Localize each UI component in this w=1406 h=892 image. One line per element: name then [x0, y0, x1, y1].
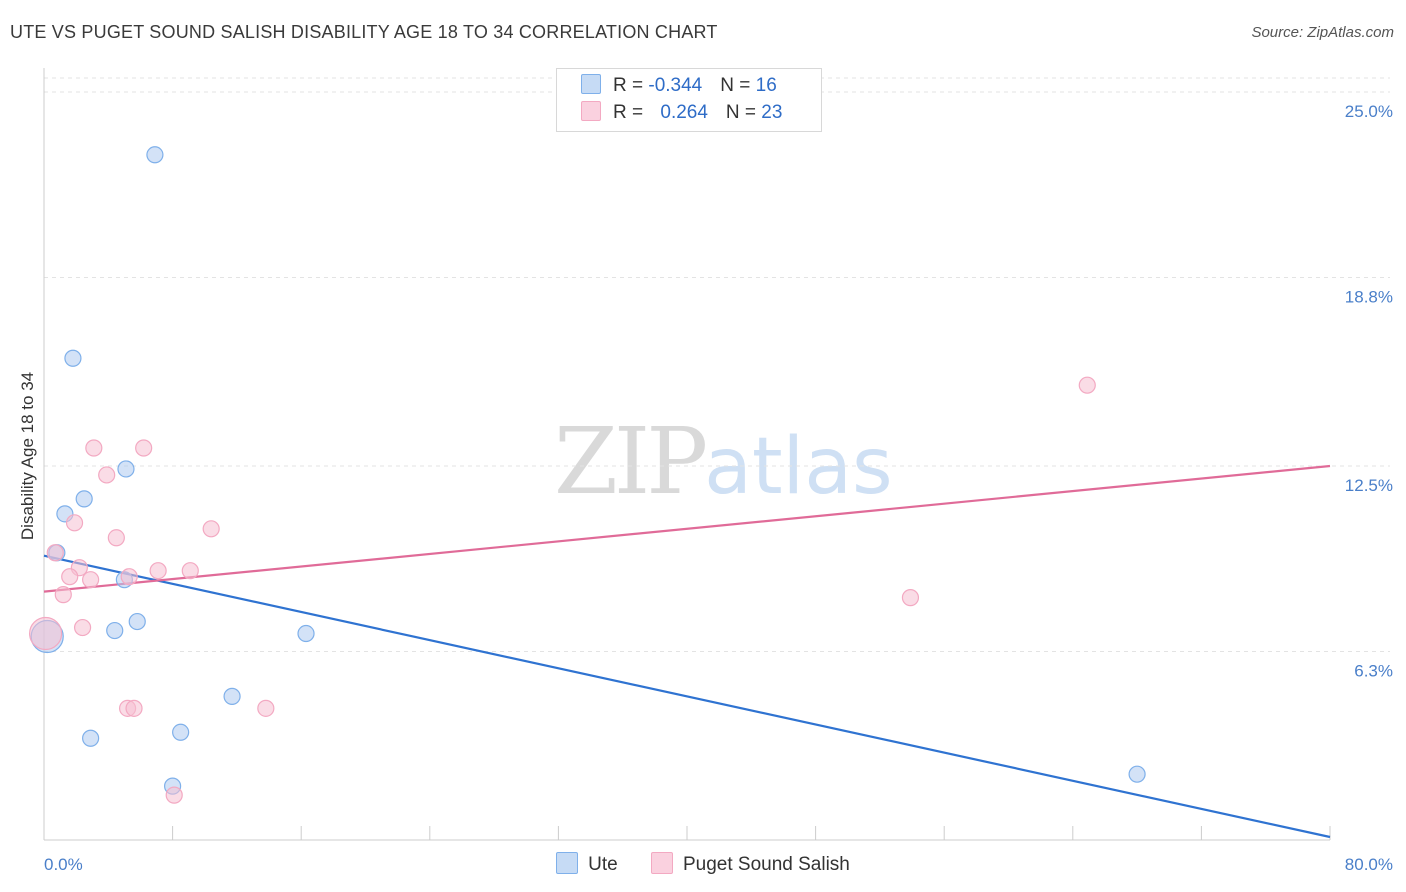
point-ute	[75, 490, 93, 508]
point-salish	[202, 520, 220, 538]
point-salish	[82, 571, 100, 589]
legend-r-label: R =	[613, 75, 649, 96]
series-legend-ute: Ute	[556, 852, 618, 876]
trend-lines	[43, 464, 1331, 839]
point-ute	[64, 349, 82, 367]
series-legend-salish: Puget Sound Salish	[650, 852, 850, 876]
point-salish	[257, 699, 275, 717]
source-label: Source: ZipAtlas.com	[1251, 24, 1394, 41]
legend-swatch-salish	[581, 101, 601, 121]
watermark: ZIPatlas	[554, 408, 893, 515]
point-salish	[181, 562, 199, 580]
trend-line-salish	[43, 464, 1331, 593]
point-ute	[172, 723, 190, 741]
point-ute	[128, 612, 146, 631]
series-swatch-ute	[556, 852, 579, 874]
legend-r-value: -0.344	[648, 75, 703, 96]
axis-labels: 6.3% 12.5% 18.8% 25.0% 0.0% 80.0% Disability A…	[18, 102, 1393, 874]
point-salish	[135, 439, 153, 457]
point-salish	[1078, 376, 1096, 394]
point-salish	[125, 699, 143, 717]
x-tick-label: 0.0%	[44, 855, 83, 874]
legend-swatch-ute	[581, 74, 601, 94]
y-tick-label: 25.0%	[1345, 102, 1393, 121]
data-points	[29, 146, 1146, 804]
point-salish	[29, 616, 63, 651]
watermark-zip: ZIP	[554, 408, 708, 515]
trend-line-ute	[43, 554, 1331, 839]
y-axis-label: Disability Age 18 to 34	[18, 372, 37, 540]
legend-row-ute: R = -0.344 N = 16	[581, 74, 777, 100]
point-salish	[901, 589, 920, 607]
x-tick-label: 80.0%	[1345, 855, 1393, 874]
gridlines	[44, 77, 1390, 652]
series-swatch-salish	[650, 852, 673, 874]
point-ute	[117, 460, 135, 478]
legend-n-value: 16	[755, 75, 777, 96]
point-ute	[82, 729, 100, 747]
series-name-salish: Puget Sound Salish	[682, 854, 850, 875]
point-salish	[98, 466, 116, 484]
legend-n-label: N =	[725, 102, 762, 123]
legend-r-value: 0.264	[660, 102, 708, 123]
axes	[43, 68, 1331, 841]
y-tick-label: 18.8%	[1345, 287, 1393, 306]
point-ute	[146, 146, 164, 164]
point-salish	[65, 514, 84, 532]
point-ute	[297, 624, 315, 643]
y-tick-label: 12.5%	[1345, 476, 1393, 495]
point-ute	[1128, 765, 1146, 783]
point-salish	[46, 544, 64, 562]
chart-title: UTE VS PUGET SOUND SALISH DISABILITY AGE…	[10, 22, 718, 42]
series-legend: Ute Puget Sound Salish	[0, 852, 1406, 876]
point-ute	[223, 687, 241, 705]
legend-n-label: N =	[720, 75, 756, 96]
point-salish	[85, 439, 103, 457]
legend-n-value: 23	[761, 102, 783, 123]
point-salish	[149, 562, 167, 580]
point-salish	[73, 618, 92, 637]
point-ute	[106, 621, 124, 640]
legend-row-salish: R = 0.264 N = 23	[581, 101, 782, 127]
point-salish	[54, 586, 72, 604]
y-tick-label: 6.3%	[1354, 661, 1393, 680]
point-salish	[61, 568, 79, 586]
point-salish	[107, 529, 125, 547]
legend-r-label: R =	[613, 102, 649, 123]
point-salish	[120, 568, 138, 586]
watermark-atlas: atlas	[704, 422, 893, 512]
series-name-ute: Ute	[588, 854, 618, 875]
point-salish	[165, 786, 183, 804]
stats-legend: R = -0.344 N = 16 R = 0.264 N = 23	[556, 68, 822, 132]
